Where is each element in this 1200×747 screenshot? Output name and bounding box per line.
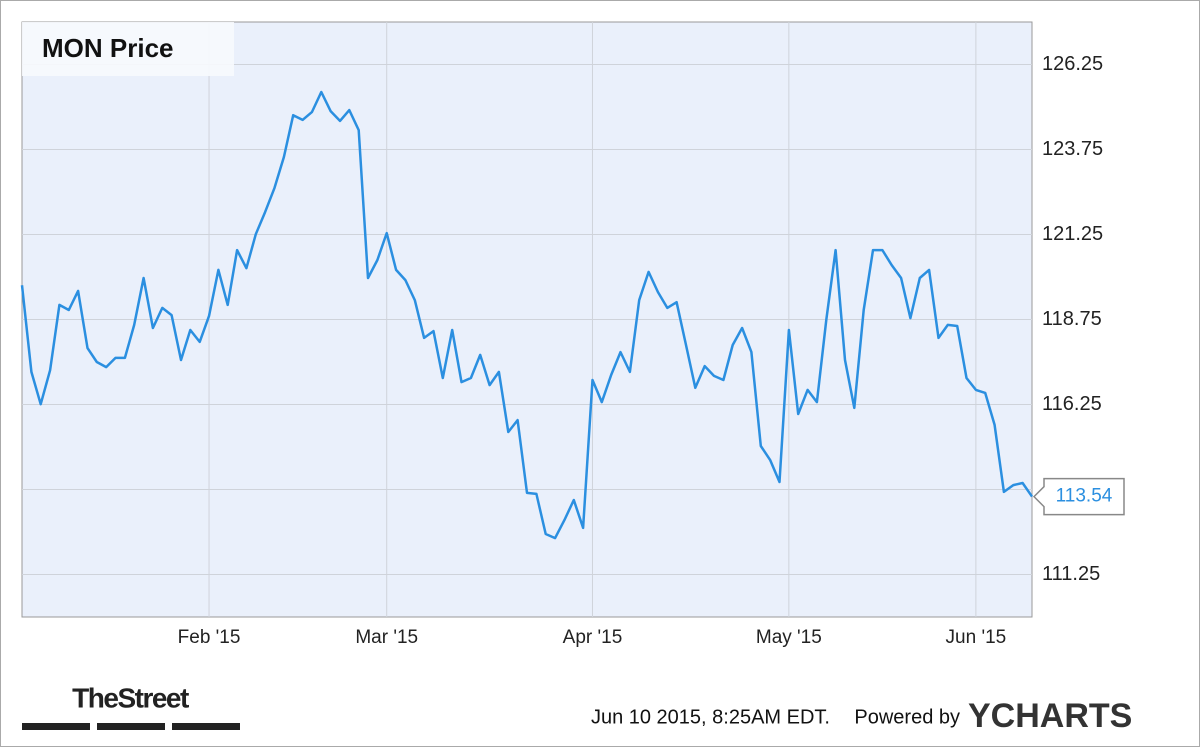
y-tick-label: 121.25 <box>1042 223 1103 245</box>
title-box <box>22 22 234 76</box>
powered-by: Powered by <box>854 706 960 728</box>
y-tick-label: 116.25 <box>1042 393 1102 415</box>
x-tick-label: Jun '15 <box>946 627 1007 648</box>
x-tick-label: May '15 <box>756 627 822 648</box>
marks <box>20 90 1034 540</box>
y-tick-label: 118.75 <box>1042 308 1102 330</box>
logo-bar <box>97 723 165 730</box>
x-tick-label: Apr '15 <box>563 627 623 648</box>
last-value-box <box>1032 477 1125 516</box>
price-line <box>20 90 1034 540</box>
logo-bar <box>22 723 90 730</box>
y-tick-label: 111.25 <box>1042 563 1100 585</box>
timestamp: Jun 10 2015, 8:25AM EDT. <box>591 706 830 728</box>
x-tick-label: Mar '15 <box>355 627 418 648</box>
y-tick-label: 123.75 <box>1042 138 1103 160</box>
logo: TheStreet <box>72 682 189 713</box>
last-value-label: 113.54 <box>1056 486 1113 507</box>
y-tick-label: 126.25 <box>1042 53 1103 75</box>
chart-title: MON Price <box>42 33 174 63</box>
x-tick-label: Feb '15 <box>178 627 241 648</box>
logo-bar <box>172 723 240 730</box>
brand: YCHARTS <box>968 697 1132 735</box>
